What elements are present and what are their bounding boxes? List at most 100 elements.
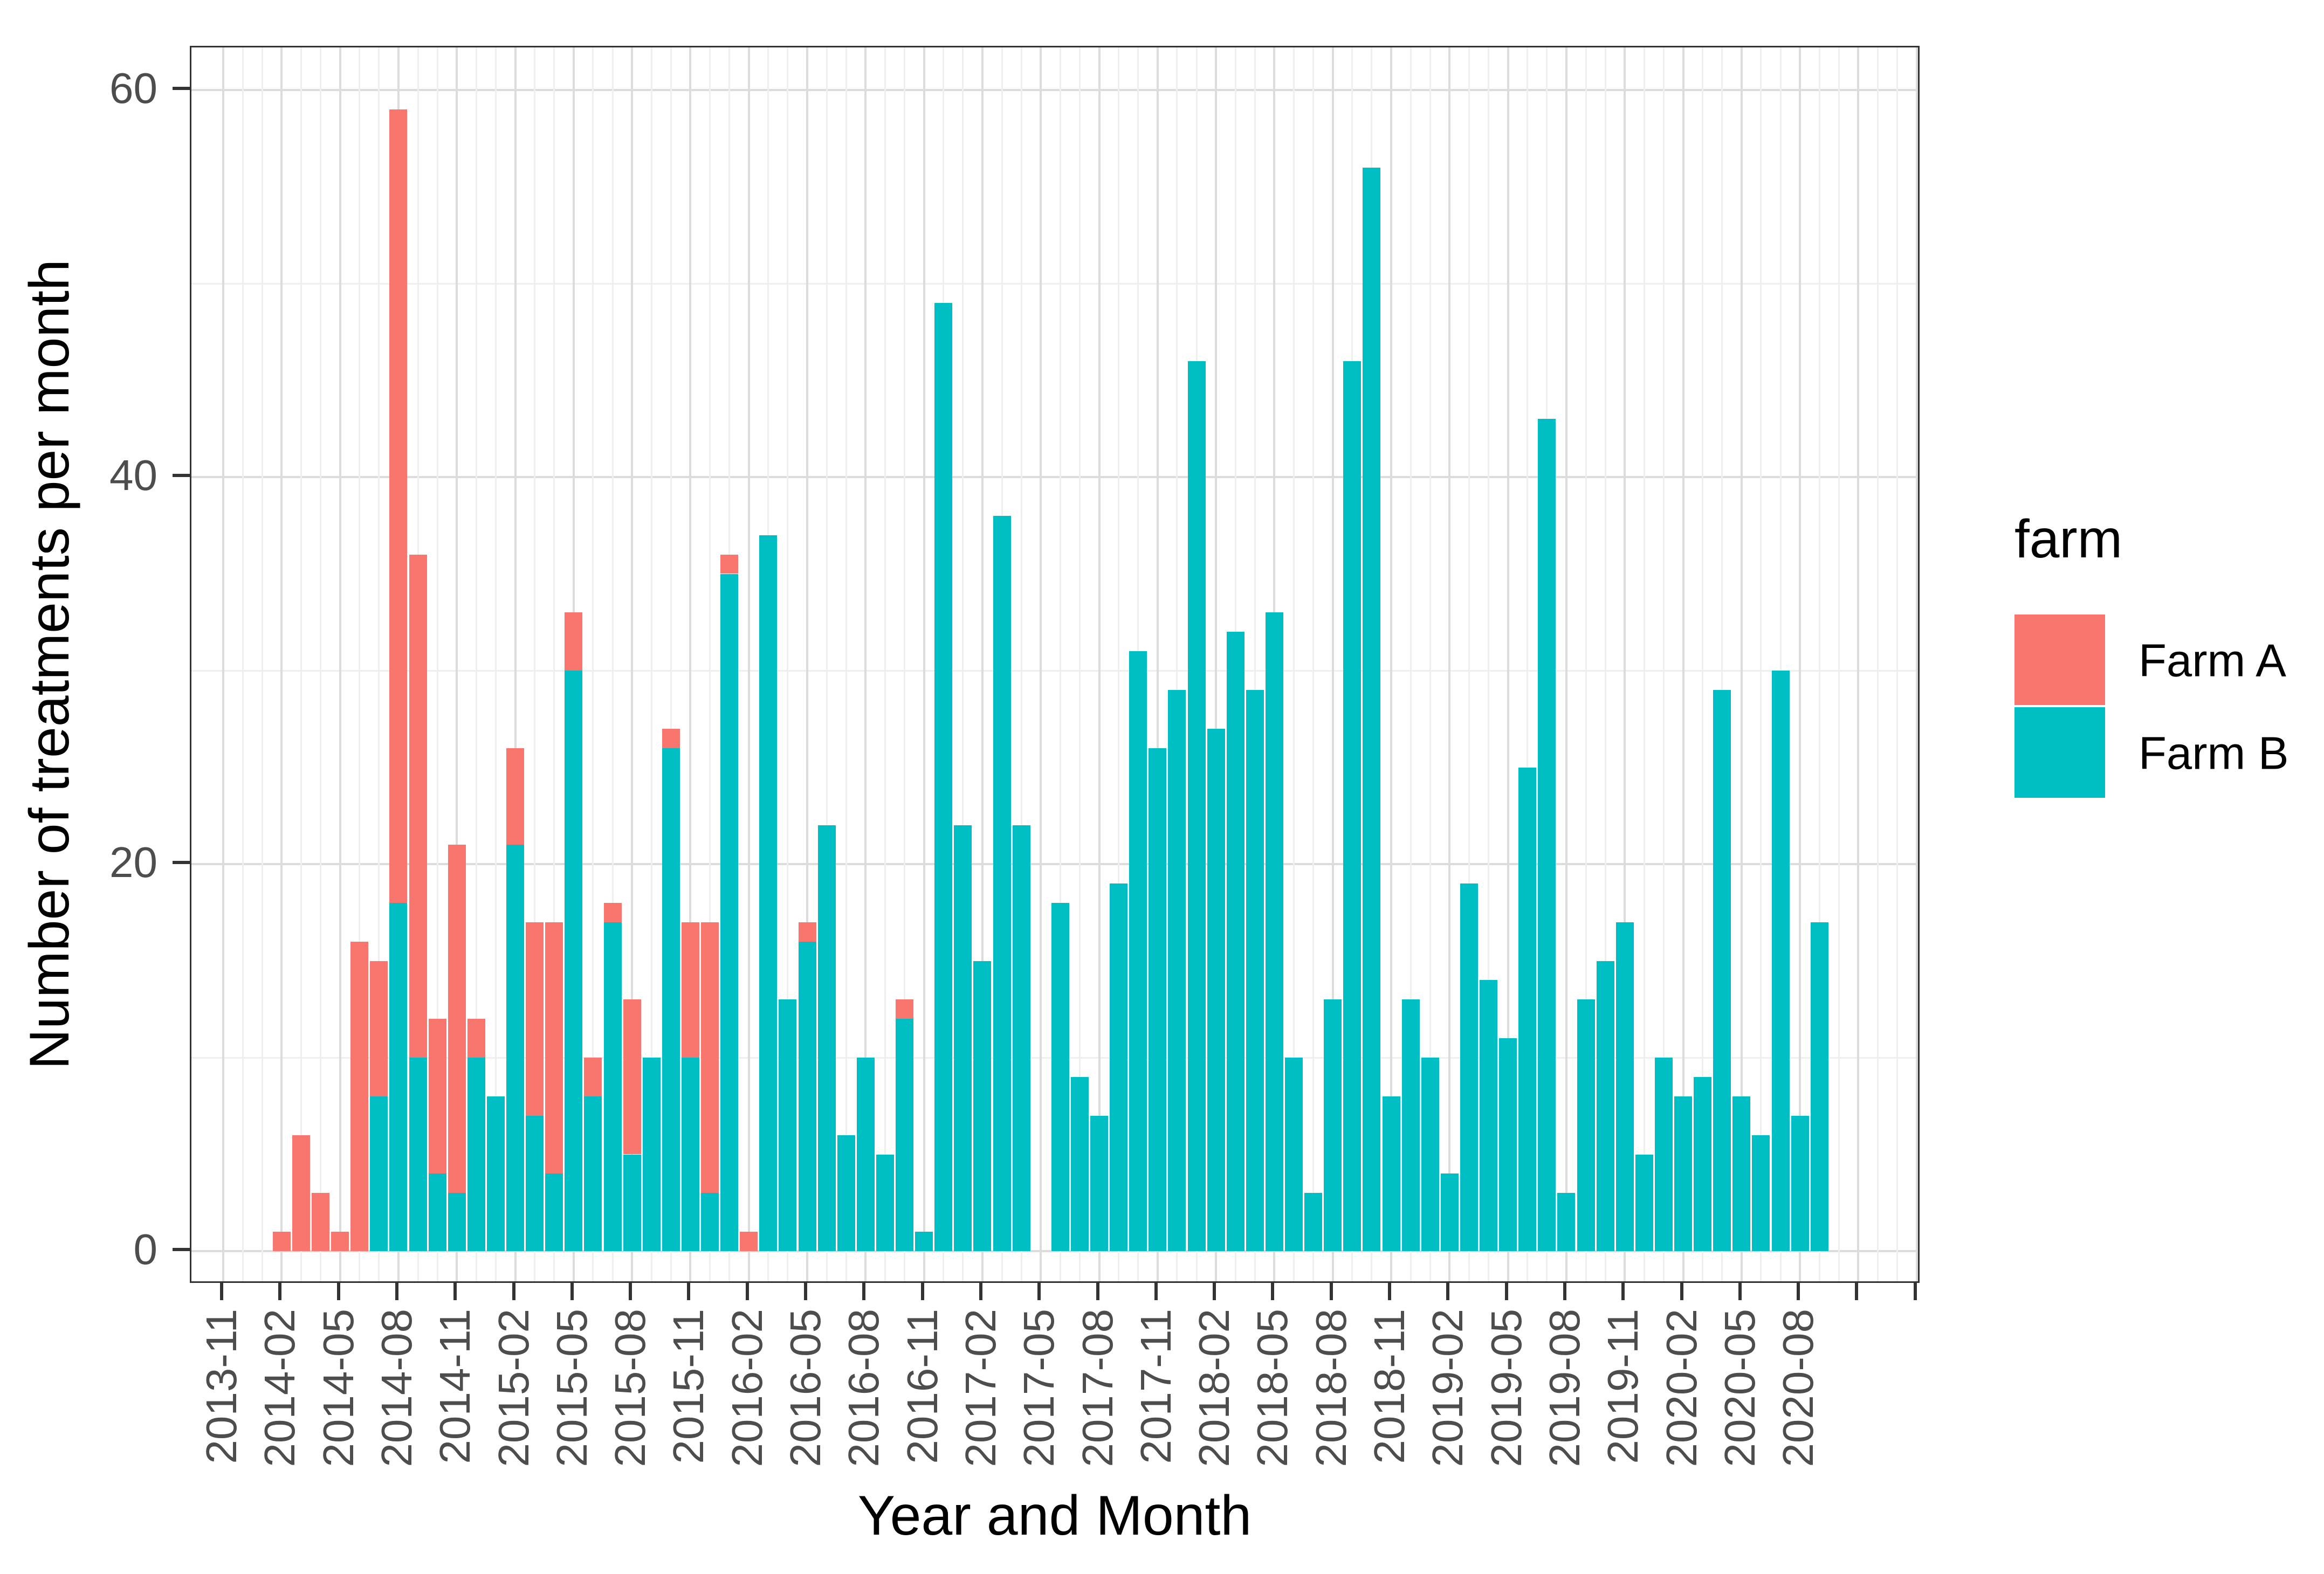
gridline-x-minor — [1059, 47, 1061, 1281]
x-tick-label: 2018-11 — [1365, 1309, 1413, 1464]
gridline-x-minor — [611, 47, 614, 1281]
bar-segment-farm-a — [798, 922, 816, 942]
bar-segment-farm-a — [623, 999, 641, 1155]
x-tick-mark — [395, 1283, 398, 1300]
x-tick-mark — [570, 1283, 574, 1300]
gridline-x-major — [1215, 47, 1218, 1281]
gridline-x-major — [280, 47, 283, 1281]
gridline-x-major — [1156, 47, 1159, 1281]
gridline-x-minor — [436, 47, 438, 1281]
gridline-y-minor — [191, 282, 1918, 285]
bar-segment-farm-a — [526, 922, 544, 1116]
bar-segment-farm-b — [1577, 999, 1595, 1251]
bar-segment-farm-a — [740, 1232, 758, 1251]
bar-segment-farm-b — [896, 1019, 913, 1251]
gridline-x-major — [1857, 47, 1860, 1281]
x-tick-mark — [1446, 1283, 1450, 1300]
gridline-x-minor — [592, 47, 594, 1281]
x-tick-label: 2018-02 — [1190, 1309, 1239, 1467]
gridline-x-major — [1799, 47, 1802, 1281]
bar-segment-farm-b — [876, 1154, 894, 1251]
x-tick-mark — [804, 1283, 807, 1300]
x-tick-mark — [629, 1283, 632, 1300]
bar-segment-farm-b — [1363, 167, 1381, 1251]
gridline-x-major — [1565, 47, 1567, 1281]
bar-segment-farm-b — [1246, 689, 1264, 1251]
legend-items: Farm A Farm B — [2004, 615, 2289, 800]
bar-segment-farm-b — [1518, 767, 1537, 1251]
x-tick-label: 2017-02 — [956, 1309, 1005, 1467]
bar-segment-farm-a — [662, 728, 680, 748]
x-tick-mark — [1621, 1283, 1625, 1300]
gridline-x-minor — [1409, 47, 1412, 1281]
gridline-x-major — [339, 47, 341, 1281]
bar-segment-farm-a — [292, 1135, 310, 1251]
x-tick-mark — [1096, 1283, 1099, 1300]
gridline-x-minor — [359, 47, 361, 1281]
gridline-x-major — [689, 47, 692, 1281]
gridline-x-major — [1682, 47, 1684, 1281]
x-tick-label: 2014-11 — [431, 1309, 479, 1464]
gridline-x-minor — [1877, 47, 1879, 1281]
bar-segment-farm-b — [1070, 1076, 1089, 1251]
x-tick-mark — [336, 1283, 340, 1300]
x-tick-label: 2020-08 — [1774, 1309, 1823, 1467]
bar-segment-farm-b — [428, 1173, 446, 1251]
gridline-x-minor — [475, 47, 477, 1281]
bar-segment-farm-b — [837, 1135, 855, 1251]
bar-segment-farm-b — [1674, 1096, 1692, 1251]
x-tick-mark — [1738, 1283, 1742, 1300]
legend-key-farm-b — [2014, 707, 2105, 798]
gridline-x-major — [1390, 47, 1392, 1281]
bar-segment-farm-b — [779, 999, 797, 1251]
gridline-x-major — [1624, 47, 1626, 1281]
x-tick-label: 2020-05 — [1715, 1309, 1764, 1467]
bar-segment-farm-b — [915, 1232, 933, 1251]
bar-segment-farm-b — [1654, 1058, 1673, 1251]
x-tick-label: 2016-05 — [781, 1309, 829, 1467]
bar-segment-farm-b — [409, 1058, 427, 1251]
bar-segment-farm-b — [1012, 825, 1030, 1251]
x-tick-label: 2016-11 — [898, 1309, 946, 1464]
gridline-x-minor — [670, 47, 672, 1281]
x-tick-label: 2020-02 — [1657, 1309, 1706, 1467]
x-tick-label: 2015-05 — [547, 1309, 596, 1467]
bar-segment-farm-b — [642, 1058, 661, 1251]
y-tick-label: 0 — [133, 1225, 158, 1273]
gridline-x-minor — [494, 47, 497, 1281]
bar-segment-farm-b — [1440, 1173, 1459, 1251]
gridline-x-minor — [320, 47, 321, 1281]
bar-segment-farm-b — [603, 922, 622, 1251]
gridline-x-minor — [787, 47, 789, 1281]
bar-segment-farm-b — [720, 574, 739, 1251]
y-tick-mark — [173, 1248, 190, 1251]
legend-title: farm — [2014, 509, 2122, 569]
bar-segment-farm-b — [448, 1193, 466, 1251]
gridline-y-major — [191, 1250, 1918, 1252]
gridline-x-major — [1448, 47, 1451, 1281]
bar-segment-farm-a — [312, 1193, 329, 1251]
x-tick-label: 2017-11 — [1131, 1309, 1180, 1464]
bar-segment-farm-b — [1460, 883, 1478, 1251]
bar-segment-farm-b — [467, 1058, 485, 1251]
x-tick-mark — [1680, 1283, 1683, 1300]
bar-segment-farm-b — [1635, 1154, 1653, 1251]
x-tick-label: 2018-05 — [1248, 1309, 1297, 1467]
y-tick-label: 60 — [109, 64, 157, 112]
bar-segment-farm-b — [1538, 419, 1556, 1251]
gridline-x-minor — [1488, 47, 1489, 1281]
gridline-x-major — [981, 47, 984, 1281]
gridline-x-minor — [534, 47, 536, 1281]
x-tick-mark — [220, 1283, 223, 1300]
legend-label: Farm B — [2139, 728, 2289, 779]
x-tick-mark — [862, 1283, 866, 1300]
x-tick-label: 2019-08 — [1540, 1309, 1589, 1467]
x-tick-label: 2018-08 — [1307, 1309, 1355, 1467]
gridline-x-minor — [1429, 47, 1431, 1281]
x-tick-mark — [1388, 1283, 1391, 1300]
gridline-x-minor — [242, 47, 244, 1281]
x-tick-label: 2015-02 — [489, 1309, 538, 1467]
x-tick-mark — [1855, 1283, 1859, 1300]
gridline-x-major — [806, 47, 808, 1281]
gridline-x-minor — [261, 47, 263, 1281]
